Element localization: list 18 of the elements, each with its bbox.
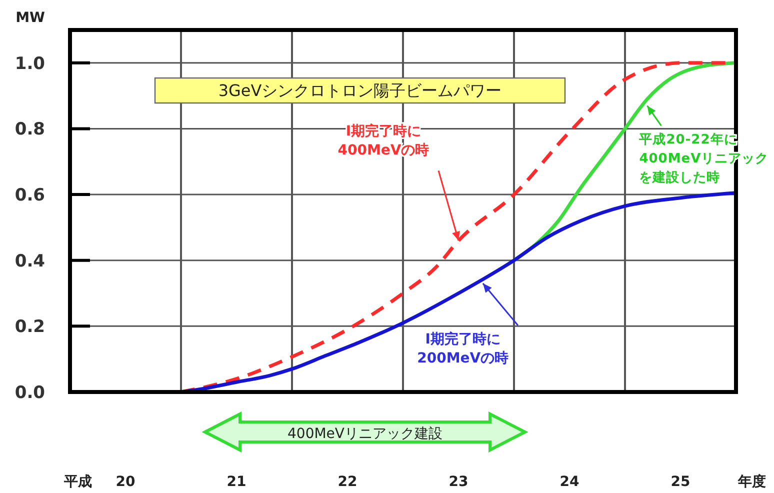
annotation: Ⅰ期完了時に200MeVの時: [417, 330, 509, 366]
x-axis-title: 年度: [737, 473, 766, 490]
x-tick-label: 22: [338, 474, 358, 490]
y-tick-label: 0.4: [14, 251, 46, 272]
y-tick-label: 0.2: [14, 317, 45, 338]
x-tick-label: 21: [226, 474, 246, 490]
text: 400MeVリニアック建設: [288, 426, 442, 442]
x-tick-label: 25: [670, 474, 690, 490]
x-tick-label: 20: [116, 474, 136, 490]
y-axis-title: MW: [16, 10, 45, 26]
text: 3GeVシンクロトロン陽子ビームパワー: [218, 81, 502, 100]
x-tick-label: 23: [448, 474, 468, 490]
text: 平成: [63, 474, 92, 490]
y-tick-label: 0.6: [14, 186, 45, 206]
y-tick-label: 0.8: [14, 120, 45, 140]
x-tick-label: 24: [560, 474, 580, 490]
y-tick-label: 0.0: [14, 383, 46, 403]
y-tick-label: 1.0: [14, 54, 46, 74]
